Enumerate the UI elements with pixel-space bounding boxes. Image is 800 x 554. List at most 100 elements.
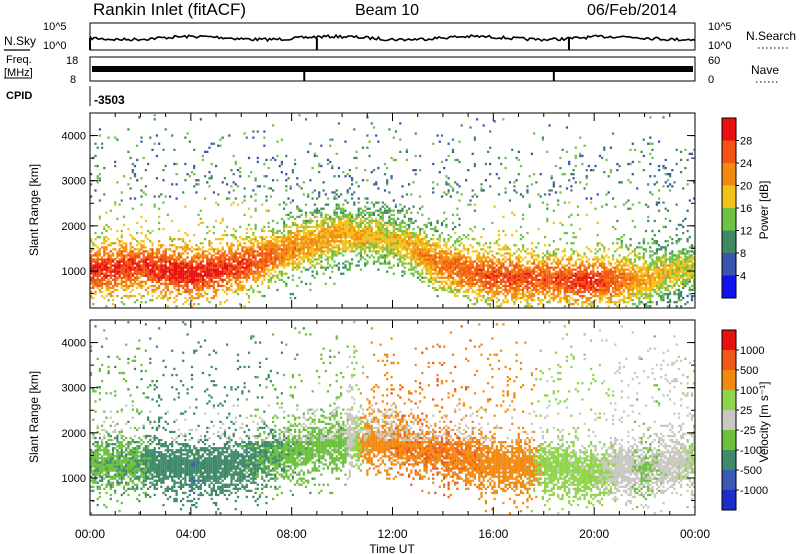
power-cell bbox=[436, 288, 439, 292]
power-cell bbox=[217, 262, 220, 265]
power-cell bbox=[247, 301, 251, 304]
power-cell bbox=[173, 301, 176, 304]
power-cell bbox=[307, 242, 310, 245]
power-cell bbox=[307, 150, 310, 153]
power-cell bbox=[142, 260, 145, 263]
power-cell bbox=[522, 274, 525, 277]
power-cell bbox=[440, 223, 444, 227]
power-cell bbox=[179, 266, 183, 269]
power-cell bbox=[388, 246, 391, 249]
power-cell bbox=[519, 278, 523, 281]
power-cell bbox=[219, 284, 222, 288]
power-cell bbox=[337, 227, 340, 231]
power-cell bbox=[447, 238, 450, 241]
power-cell bbox=[177, 280, 180, 283]
power-cell bbox=[215, 294, 218, 298]
power-cell bbox=[348, 264, 351, 267]
power-cell bbox=[408, 225, 411, 229]
power-cell bbox=[377, 236, 380, 239]
power-cell bbox=[252, 189, 255, 192]
power-cell bbox=[250, 264, 253, 267]
power-cell bbox=[326, 229, 330, 233]
power-cell bbox=[144, 193, 147, 196]
power-cell bbox=[484, 278, 487, 281]
power-cell bbox=[311, 270, 314, 273]
power-cell bbox=[451, 254, 455, 257]
power-cell bbox=[269, 242, 272, 245]
power-cell bbox=[184, 244, 187, 247]
power-cell bbox=[234, 238, 237, 241]
power-cell bbox=[504, 156, 507, 160]
power-cell bbox=[133, 301, 137, 304]
power-cell bbox=[239, 272, 242, 275]
power-cell bbox=[375, 229, 378, 233]
power-cell bbox=[537, 280, 540, 283]
power-cell bbox=[372, 219, 376, 223]
power-cell bbox=[250, 266, 253, 269]
power-cell bbox=[239, 225, 242, 229]
beam-title: Beam 10 bbox=[355, 2, 419, 19]
power-cell bbox=[519, 276, 523, 279]
power-cell bbox=[537, 278, 540, 281]
power-cell bbox=[491, 268, 494, 271]
power-cell bbox=[419, 248, 422, 251]
power-cell bbox=[445, 252, 448, 255]
power-cell bbox=[476, 288, 479, 292]
power-cell bbox=[309, 244, 312, 247]
power-cell bbox=[502, 274, 505, 277]
power-cell bbox=[232, 266, 235, 269]
power-cell bbox=[515, 270, 518, 273]
power-cell bbox=[307, 221, 310, 225]
power-cell bbox=[193, 268, 196, 271]
power-cell bbox=[329, 215, 332, 218]
power-cell bbox=[133, 270, 137, 273]
power-cell bbox=[324, 244, 327, 247]
power-cell bbox=[443, 284, 446, 288]
power-cell bbox=[276, 264, 279, 267]
power-cell bbox=[372, 213, 376, 216]
power-cell bbox=[552, 183, 555, 186]
power-cell bbox=[164, 195, 167, 198]
power-cell bbox=[283, 244, 286, 247]
power-cell bbox=[232, 260, 235, 263]
power-cell bbox=[96, 256, 99, 259]
power-cell bbox=[300, 270, 303, 273]
power-cell bbox=[368, 225, 371, 229]
power-cell bbox=[94, 164, 97, 168]
power-cell bbox=[217, 203, 220, 206]
power-cell bbox=[232, 201, 235, 204]
power-cell bbox=[357, 227, 360, 231]
power-cell bbox=[204, 292, 207, 296]
power-cell bbox=[557, 290, 560, 294]
power-cell bbox=[302, 252, 305, 255]
power-cell bbox=[186, 288, 189, 292]
power-cell bbox=[506, 266, 509, 269]
power-cell bbox=[142, 191, 145, 194]
power-cell bbox=[443, 266, 446, 269]
power-cell bbox=[427, 240, 430, 243]
power-cell bbox=[304, 240, 308, 243]
power-cell bbox=[429, 278, 433, 281]
power-cell bbox=[193, 276, 196, 279]
power-cell bbox=[182, 290, 185, 294]
power-cell bbox=[149, 252, 152, 255]
power-cell bbox=[263, 175, 266, 178]
power-cell bbox=[239, 236, 242, 239]
power-cell bbox=[541, 292, 544, 296]
power-cell bbox=[359, 234, 362, 237]
power-cell bbox=[109, 242, 112, 245]
power-cell bbox=[487, 274, 490, 277]
power-cell bbox=[552, 284, 555, 288]
power-cell bbox=[438, 236, 441, 239]
power-cell bbox=[436, 183, 439, 186]
power-cell bbox=[484, 299, 487, 302]
power-cell bbox=[153, 195, 156, 198]
power-cell bbox=[386, 256, 389, 259]
power-cell bbox=[462, 256, 465, 259]
power-cell bbox=[421, 276, 424, 279]
power-cell bbox=[263, 266, 266, 269]
power-cell bbox=[434, 248, 437, 251]
power-cell bbox=[530, 294, 533, 298]
power-cell bbox=[460, 282, 463, 285]
power-cell bbox=[221, 219, 224, 223]
